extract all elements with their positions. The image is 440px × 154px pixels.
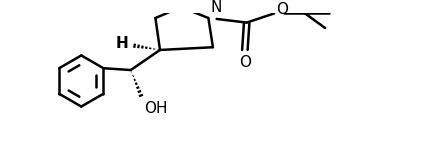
Text: N: N (210, 0, 222, 15)
Text: H: H (115, 36, 128, 51)
Text: O: O (276, 2, 288, 17)
Text: OH: OH (144, 101, 168, 116)
Text: O: O (239, 55, 251, 69)
